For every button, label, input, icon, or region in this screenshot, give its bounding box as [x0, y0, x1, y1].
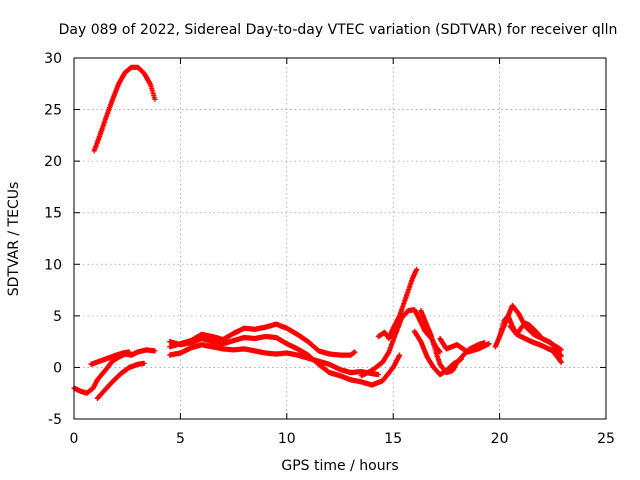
series-arc-g [167, 333, 403, 388]
plus-markers [437, 335, 492, 355]
series-arc-a [91, 64, 158, 154]
y-tick-label: 10 [44, 257, 62, 273]
chart-title: Day 089 of 2022, Sidereal Day-to-day VTE… [59, 22, 618, 38]
y-tick-label: -5 [48, 412, 62, 428]
x-tick-label: 20 [491, 431, 509, 447]
plot-frame [73, 57, 607, 420]
plus-markers [91, 64, 158, 154]
y-axis-label: SDTVAR / TECUs [6, 182, 22, 297]
y-tick-label: 0 [53, 360, 62, 376]
y-tick-label: 5 [53, 309, 62, 325]
series-arc-k [411, 328, 464, 378]
series-arc-l [437, 335, 492, 355]
plus-markers [411, 328, 464, 378]
plus-markers [88, 349, 132, 367]
plus-markers [507, 323, 564, 365]
y-tick-label: 25 [44, 103, 62, 119]
axis-ticks: 0 5 10 15 20 25 -5 0 5 10 15 20 25 30 [44, 51, 615, 447]
plus-markers [375, 266, 420, 342]
series-arc-d [94, 360, 147, 401]
x-tick-label: 0 [70, 431, 79, 447]
plus-markers [167, 342, 381, 378]
x-tick-label: 25 [597, 431, 615, 447]
series-arc-h [375, 266, 420, 342]
y-tick-label: 30 [44, 51, 62, 67]
series-arc-n [492, 302, 564, 359]
plus-markers [167, 333, 403, 388]
series-arc-f [167, 342, 381, 378]
series-arc-o [507, 323, 564, 365]
x-tick-label: 5 [176, 431, 185, 447]
y-tick-label: 20 [44, 154, 62, 170]
x-axis-label: GPS time / hours [281, 458, 398, 474]
data-markers [71, 64, 564, 401]
series-arc-c [88, 349, 132, 367]
x-tick-label: 15 [384, 431, 402, 447]
plus-markers [492, 302, 564, 359]
grid-lines [74, 58, 606, 419]
x-tick-label: 10 [278, 431, 296, 447]
y-tick-label: 15 [44, 206, 62, 222]
plus-markers [94, 360, 147, 401]
